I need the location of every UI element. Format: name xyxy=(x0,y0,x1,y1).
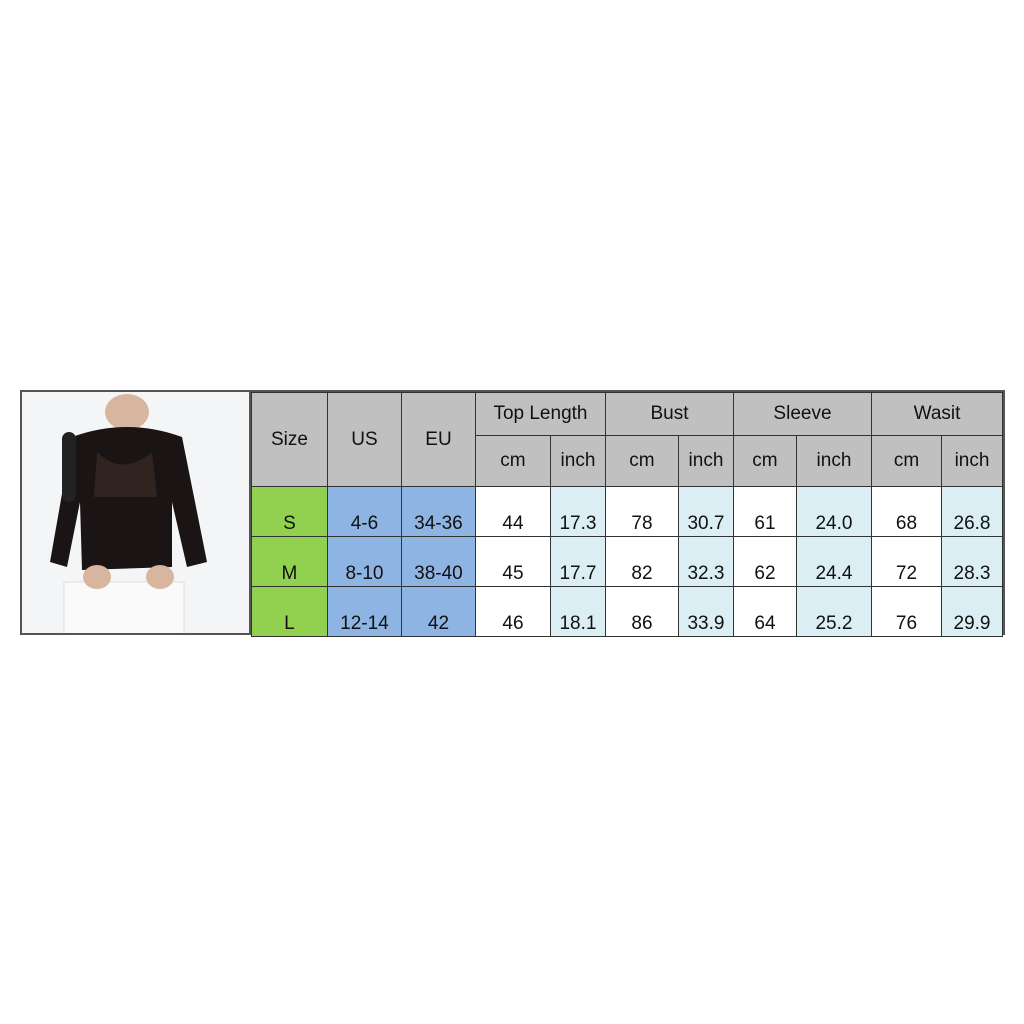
value-cell: 82 xyxy=(604,536,679,587)
us-cell: 12-14 xyxy=(326,586,402,637)
value-cell: 44 xyxy=(474,486,551,537)
header-bust: Bust xyxy=(604,392,734,436)
unit-inch: inch xyxy=(549,435,606,487)
size-table: Size US EU Top Length Bust Sleeve Wasit … xyxy=(250,392,1004,637)
eu-cell: 38-40 xyxy=(400,536,476,587)
value-cell: 18.1 xyxy=(549,586,606,637)
value-cell: 24.4 xyxy=(795,536,872,587)
value-cell: 28.3 xyxy=(940,536,1004,587)
unit-cm: cm xyxy=(870,435,942,487)
value-cell: 30.7 xyxy=(677,486,734,537)
value-cell: 86 xyxy=(604,586,679,637)
unit-inch: inch xyxy=(795,435,872,487)
value-cell: 68 xyxy=(870,486,942,537)
value-cell: 25.2 xyxy=(795,586,872,637)
unit-cm: cm xyxy=(474,435,551,487)
table-row: L 12-14 42 46 18.1 86 33.9 64 25.2 76 29… xyxy=(250,586,1004,637)
value-cell: 46 xyxy=(474,586,551,637)
value-cell: 26.8 xyxy=(940,486,1004,537)
unit-cm: cm xyxy=(604,435,679,487)
value-cell: 29.9 xyxy=(940,586,1004,637)
header-sleeve: Sleeve xyxy=(732,392,872,436)
us-cell: 4-6 xyxy=(326,486,402,537)
value-cell: 78 xyxy=(604,486,679,537)
value-cell: 33.9 xyxy=(677,586,734,637)
header-eu: EU xyxy=(400,392,476,487)
eu-cell: 34-36 xyxy=(400,486,476,537)
product-photo xyxy=(22,392,251,633)
header-us: US xyxy=(326,392,402,487)
table-row: S 4-6 34-36 44 17.3 78 30.7 61 24.0 68 2… xyxy=(250,486,1004,537)
value-cell: 32.3 xyxy=(677,536,734,587)
table-row: M 8-10 38-40 45 17.7 82 32.3 62 24.4 72 … xyxy=(250,536,1004,587)
value-cell: 72 xyxy=(870,536,942,587)
eu-cell: 42 xyxy=(400,586,476,637)
size-cell: M xyxy=(250,536,328,587)
header-top-length: Top Length xyxy=(474,392,606,436)
size-cell: S xyxy=(250,486,328,537)
value-cell: 61 xyxy=(732,486,797,537)
value-cell: 64 xyxy=(732,586,797,637)
value-cell: 24.0 xyxy=(795,486,872,537)
value-cell: 45 xyxy=(474,536,551,587)
unit-cm: cm xyxy=(732,435,797,487)
unit-inch: inch xyxy=(940,435,1004,487)
header-size: Size xyxy=(250,392,328,487)
size-cell: L xyxy=(250,586,328,637)
size-chart: Size US EU Top Length Bust Sleeve Wasit … xyxy=(20,390,1005,637)
us-cell: 8-10 xyxy=(326,536,402,587)
value-cell: 17.7 xyxy=(549,536,606,587)
unit-inch: inch xyxy=(677,435,734,487)
value-cell: 76 xyxy=(870,586,942,637)
value-cell: 62 xyxy=(732,536,797,587)
value-cell: 17.3 xyxy=(549,486,606,537)
header-waist: Wasit xyxy=(870,392,1004,436)
